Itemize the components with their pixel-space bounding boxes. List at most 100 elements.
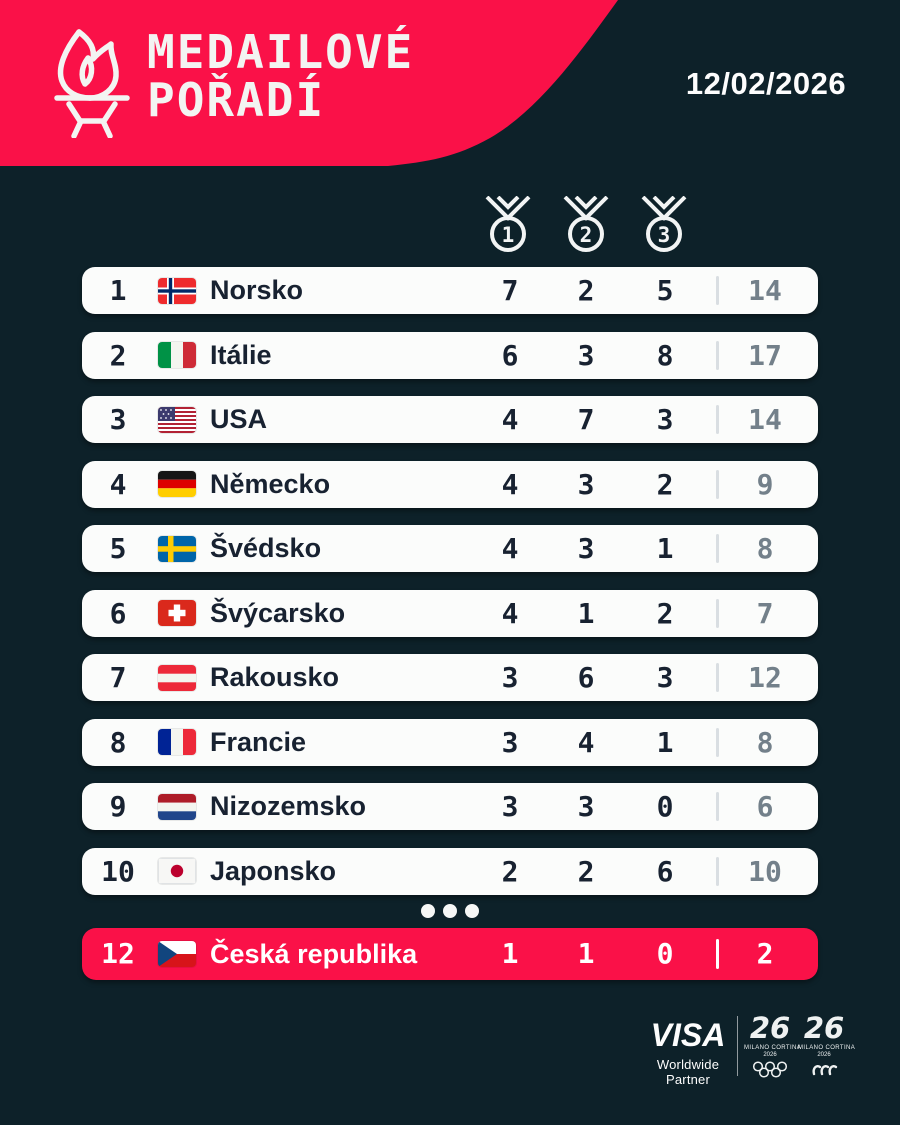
bronze-count: 2 bbox=[656, 467, 674, 501]
medal-rank-1-icon: 1 bbox=[485, 196, 531, 252]
rank-cell: 4 bbox=[109, 467, 127, 501]
visa-wordmark: VISA bbox=[650, 1017, 726, 1053]
country-name: Česká republika bbox=[210, 939, 418, 969]
rank-cell: 6 bbox=[109, 596, 127, 630]
column-divider bbox=[716, 469, 719, 499]
silver-count: 3 bbox=[577, 790, 595, 823]
gold-count: 4 bbox=[501, 596, 519, 630]
milano-cortina-26-glyph: 26 bbox=[803, 1011, 845, 1045]
switzerland-flag bbox=[158, 600, 196, 626]
milano-cortina-label: MILANO CORTINA bbox=[798, 1045, 856, 1051]
total-count: 17 bbox=[748, 338, 782, 372]
table-row: 1 Norsko 7 2 5 14 bbox=[82, 267, 818, 314]
gold-count: 4 bbox=[501, 532, 519, 565]
column-divider bbox=[716, 534, 719, 563]
milano-cortina-label: MILANO CORTINA bbox=[744, 1045, 802, 1051]
paralympic-agitos-icon bbox=[812, 1065, 838, 1076]
bronze-count: 5 bbox=[656, 274, 674, 307]
milano-cortina-olympic-logo: 26 MILANO CORTINA 2026 bbox=[744, 1011, 802, 1079]
date-label: 12/02/2026 bbox=[685, 66, 847, 101]
table-row: 10 Japonsko 2 2 6 10 bbox=[82, 847, 818, 895]
page-title-line1: MEDAILOVÉ bbox=[147, 25, 415, 79]
svg-text:3: 3 bbox=[658, 223, 671, 247]
bronze-count: 3 bbox=[656, 661, 674, 694]
gold-count: 3 bbox=[501, 790, 519, 823]
table-row: 5 Švédsko 4 3 1 8 bbox=[82, 525, 818, 572]
bronze-count: 1 bbox=[656, 725, 674, 759]
silver-count: 4 bbox=[577, 725, 595, 759]
rank-cell: 2 bbox=[109, 338, 127, 372]
country-name: Japonsko bbox=[210, 855, 337, 886]
total-count: 9 bbox=[756, 467, 774, 501]
table-row: 2 Itálie 6 3 8 17 bbox=[82, 331, 818, 379]
norway-flag bbox=[158, 277, 196, 304]
svg-text:2: 2 bbox=[580, 223, 593, 247]
column-divider bbox=[716, 340, 719, 370]
column-divider bbox=[716, 405, 719, 434]
silver-count: 7 bbox=[577, 403, 595, 436]
milano-cortina-paralympic-logo: 26 MILANO CORTINA 2026 bbox=[798, 1011, 856, 1079]
france-flag bbox=[158, 729, 196, 755]
country-name: Francie bbox=[210, 726, 307, 757]
bronze-count: 8 bbox=[656, 338, 674, 372]
gold-count: 6 bbox=[501, 338, 519, 372]
column-divider bbox=[716, 727, 719, 757]
rank-cell: 10 bbox=[101, 854, 135, 888]
germany-flag bbox=[158, 471, 196, 497]
austria-flag bbox=[158, 664, 196, 691]
country-name: USA bbox=[210, 404, 268, 434]
silver-count: 2 bbox=[577, 854, 595, 888]
table-row: 7 Rakousko 3 6 3 12 bbox=[82, 654, 818, 701]
medal-column-headers: 1 2 3 bbox=[484, 196, 688, 254]
visa-partner-label: Worldwide Partner bbox=[656, 1057, 720, 1087]
visa-logo: VISA Worldwide Partner bbox=[638, 1017, 738, 1087]
highlight-row: 12 Česká republika 1 1 0 2 bbox=[82, 928, 818, 980]
rank-cell: 5 bbox=[109, 532, 127, 565]
table-row: 4 Německo 4 3 2 9 bbox=[82, 460, 818, 508]
bronze-count: 0 bbox=[656, 937, 674, 970]
milano-cortina-year: 2026 bbox=[817, 1052, 831, 1058]
gold-count: 7 bbox=[501, 274, 519, 307]
rank-cell: 8 bbox=[109, 725, 127, 759]
total-count: 14 bbox=[748, 274, 782, 307]
gold-count: 1 bbox=[501, 937, 519, 970]
total-count: 2 bbox=[756, 937, 774, 970]
total-count: 7 bbox=[756, 596, 774, 630]
medal-rank-3-icon: 3 bbox=[641, 196, 687, 252]
column-divider bbox=[716, 598, 719, 628]
torch-icon bbox=[54, 29, 130, 138]
rank-cell: 9 bbox=[109, 790, 127, 823]
rank-cell: 3 bbox=[109, 403, 127, 436]
country-name: Německo bbox=[210, 468, 331, 499]
table-row: 6 Švýcarsko 4 1 2 7 bbox=[82, 589, 818, 637]
silver-count: 3 bbox=[577, 532, 595, 565]
column-divider bbox=[716, 663, 719, 692]
gold-count: 4 bbox=[501, 403, 519, 436]
milano-cortina-26-glyph: 26 bbox=[749, 1011, 791, 1045]
silver-count: 2 bbox=[577, 274, 595, 307]
svg-text:1: 1 bbox=[502, 223, 515, 247]
gold-count: 3 bbox=[501, 725, 519, 759]
ellipsis-dot bbox=[443, 904, 457, 918]
sweden-flag bbox=[158, 535, 196, 562]
page-title: MEDAILOVÉ POŘADÍ bbox=[147, 28, 414, 124]
total-count: 10 bbox=[748, 854, 782, 888]
bronze-count: 6 bbox=[656, 854, 674, 888]
table-row: 3 USA 4 7 3 14 bbox=[82, 396, 818, 443]
rank-cell: 1 bbox=[109, 274, 127, 307]
country-name: Švédsko bbox=[210, 533, 322, 563]
column-divider bbox=[716, 856, 719, 886]
medal-table: 1 Norsko 7 2 5 14 2 Itálie 6 3 8 17 3 USA 4 7 3 14 4 Německ… bbox=[82, 267, 818, 912]
bronze-count: 0 bbox=[656, 790, 674, 823]
country-name: Norsko bbox=[210, 275, 304, 305]
silver-count: 1 bbox=[577, 596, 595, 630]
rank-cell: 7 bbox=[109, 661, 127, 694]
header-banner bbox=[0, 0, 618, 166]
medal-rank-2-icon: 2 bbox=[563, 196, 609, 252]
table-row: 9 Nizozemsko 3 3 0 6 bbox=[82, 783, 818, 830]
gold-count: 4 bbox=[501, 467, 519, 501]
total-count: 14 bbox=[748, 403, 782, 436]
gold-count: 2 bbox=[501, 854, 519, 888]
bronze-count: 1 bbox=[656, 532, 674, 565]
